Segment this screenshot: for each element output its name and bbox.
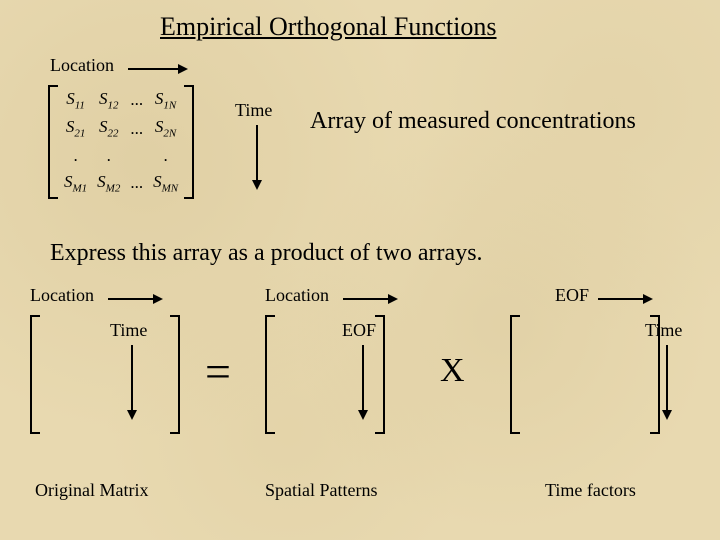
time-label-2: Time: [110, 320, 147, 341]
eof-label-1: EOF: [555, 285, 589, 306]
location-label-2: Location: [30, 285, 94, 306]
cell: ...: [130, 119, 143, 139]
arrow-down-3: [356, 345, 370, 420]
cell: .: [107, 146, 111, 166]
express-text: Express this array as a product of two a…: [50, 240, 483, 267]
cell: .: [73, 146, 77, 166]
cell: S11: [66, 89, 85, 111]
cell: S2N: [155, 117, 176, 139]
array-description: Array of measured concentrations: [310, 108, 636, 135]
matrix-s: S11 S12 ... S1N S21 S22 ... S2N . . . SM…: [48, 85, 194, 195]
cell: S12: [99, 89, 119, 111]
original-matrix-label: Original Matrix: [35, 480, 148, 501]
cell: SM2: [97, 172, 120, 194]
cell: SMN: [153, 172, 178, 194]
equals-sign: =: [205, 345, 231, 398]
cell: .: [163, 146, 167, 166]
time-factors-box: [510, 315, 660, 430]
cell: S21: [66, 117, 86, 139]
spatial-patterns-label: Spatial Patterns: [265, 480, 377, 501]
arrow-right-4: [598, 292, 653, 306]
cell: SM1: [64, 172, 87, 194]
page-title: Empirical Orthogonal Functions: [160, 12, 497, 42]
time-label-3: Time: [645, 320, 682, 341]
cell: S1N: [155, 89, 176, 111]
arrow-down-1: [250, 125, 264, 190]
arrow-right-1: [128, 62, 188, 76]
arrow-right-3: [343, 292, 398, 306]
location-label-1: Location: [50, 55, 114, 76]
times-sign: X: [440, 352, 465, 390]
cell: [135, 146, 139, 166]
eof-label-2: EOF: [342, 320, 376, 341]
time-factors-label: Time factors: [545, 480, 636, 501]
cell: S22: [99, 117, 119, 139]
location-label-3: Location: [265, 285, 329, 306]
cell: ...: [130, 173, 143, 193]
arrow-down-2: [125, 345, 139, 420]
arrow-down-4: [660, 345, 674, 420]
arrow-right-2: [108, 292, 163, 306]
original-matrix-box: [30, 315, 180, 430]
time-label-1: Time: [235, 100, 272, 121]
cell: ...: [130, 90, 143, 110]
